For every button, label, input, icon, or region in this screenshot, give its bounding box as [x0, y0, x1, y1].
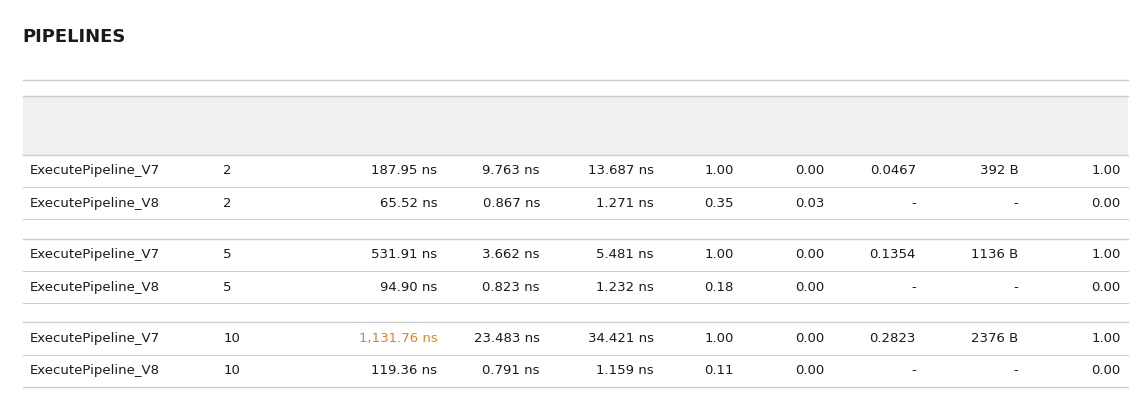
Text: 10: 10: [223, 364, 240, 377]
Text: Mean: Mean: [396, 119, 437, 132]
Text: Allocated: Allocated: [948, 119, 1018, 132]
FancyBboxPatch shape: [142, 48, 1025, 355]
Text: 0.00: 0.00: [1091, 197, 1121, 210]
Text: -: -: [1014, 364, 1018, 377]
Text: 0.03: 0.03: [795, 197, 825, 210]
Text: PIPELINES: PIPELINES: [23, 28, 126, 46]
Text: 119.36 ns: 119.36 ns: [371, 364, 437, 377]
Text: 0.11: 0.11: [704, 364, 734, 377]
Text: 2376 B: 2376 B: [972, 332, 1018, 345]
Text: 0.00: 0.00: [795, 248, 825, 261]
Text: 0.867 ns: 0.867 ns: [483, 197, 540, 210]
Text: 23.483 ns: 23.483 ns: [474, 332, 540, 345]
Text: 0.2823: 0.2823: [869, 332, 916, 345]
Text: 1.00: 1.00: [704, 332, 734, 345]
Text: 531.91 ns: 531.91 ns: [371, 248, 437, 261]
Text: ExecutePipeline_V7: ExecutePipeline_V7: [30, 164, 159, 178]
Text: 0.00: 0.00: [1091, 364, 1121, 377]
Text: 0.1354: 0.1354: [869, 248, 916, 261]
Text: 0.791 ns: 0.791 ns: [483, 364, 540, 377]
Text: 5: 5: [223, 280, 231, 294]
Text: 1.159 ns: 1.159 ns: [596, 364, 654, 377]
Text: 94.90 ns: 94.90 ns: [380, 280, 437, 294]
Text: 0.00: 0.00: [1091, 280, 1121, 294]
Text: 0.00: 0.00: [795, 364, 825, 377]
Text: 65.52 ns: 65.52 ns: [379, 197, 437, 210]
Text: 13.687 ns: 13.687 ns: [588, 164, 654, 178]
Text: Components: Components: [223, 119, 317, 132]
Text: 0.823 ns: 0.823 ns: [483, 280, 540, 294]
Text: 1.00: 1.00: [1091, 248, 1121, 261]
Text: StdDev: StdDev: [599, 119, 654, 132]
Text: -: -: [1014, 280, 1018, 294]
Text: 2: 2: [223, 164, 231, 178]
Text: ExecutePipeline_V7: ExecutePipeline_V7: [30, 248, 159, 261]
Text: Gen0: Gen0: [877, 119, 916, 132]
Text: 5: 5: [223, 248, 231, 261]
Text: Method: Method: [30, 119, 87, 132]
Text: 1.00: 1.00: [704, 164, 734, 178]
Text: -: -: [911, 364, 916, 377]
Text: 9.763 ns: 9.763 ns: [483, 164, 540, 178]
Text: 1136 B: 1136 B: [972, 248, 1018, 261]
Text: 0.00: 0.00: [795, 280, 825, 294]
Text: ExecutePipeline_V8: ExecutePipeline_V8: [30, 280, 159, 294]
Text: 0.35: 0.35: [704, 197, 734, 210]
Text: 0.0467: 0.0467: [870, 164, 916, 178]
Text: 1.271 ns: 1.271 ns: [596, 197, 654, 210]
Text: Ratio: Ratio: [694, 119, 734, 132]
Text: 34.421 ns: 34.421 ns: [588, 332, 654, 345]
Text: 5.481 ns: 5.481 ns: [597, 248, 654, 261]
Text: 1.00: 1.00: [704, 248, 734, 261]
Text: 2: 2: [223, 197, 231, 210]
Text: 1,131.76 ns: 1,131.76 ns: [359, 332, 437, 345]
Text: 187.95 ns: 187.95 ns: [371, 164, 437, 178]
Text: 392 B: 392 B: [980, 164, 1018, 178]
Text: Error: Error: [501, 119, 540, 132]
Text: 1.232 ns: 1.232 ns: [596, 280, 654, 294]
Text: -: -: [911, 197, 916, 210]
Text: 1.00: 1.00: [1091, 332, 1121, 345]
Text: 0.00: 0.00: [795, 164, 825, 178]
Text: 10: 10: [223, 332, 240, 345]
Text: ExecutePipeline_V7: ExecutePipeline_V7: [30, 332, 159, 345]
Text: RatioSD: RatioSD: [764, 119, 825, 132]
Text: 0.18: 0.18: [704, 280, 734, 294]
Text: 1.00: 1.00: [1091, 164, 1121, 178]
Text: 3.662 ns: 3.662 ns: [483, 248, 540, 261]
Text: Alloc Ratio: Alloc Ratio: [1040, 119, 1121, 132]
Text: ExecutePipeline_V8: ExecutePipeline_V8: [30, 364, 159, 377]
Text: ExecutePipeline_V8: ExecutePipeline_V8: [30, 197, 159, 210]
Text: -: -: [1014, 197, 1018, 210]
Text: -: -: [911, 280, 916, 294]
Text: 0.00: 0.00: [795, 332, 825, 345]
